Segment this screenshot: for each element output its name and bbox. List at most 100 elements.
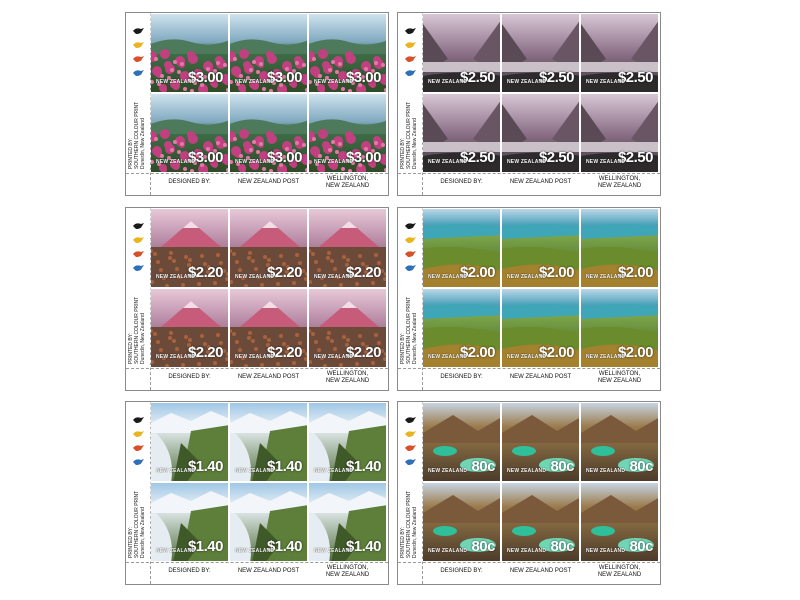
sheet-left-margin: PRINTED BY: SOUTHERN COLOUR PRINT Dunedin,…: [126, 13, 150, 173]
stamp-country: NEW ZEALAND: [586, 548, 626, 554]
kiwi-bird-icon-blue: [132, 458, 145, 466]
stamp-grid: $2.00 NEW ZEALAND $2.00 NEW ZEALAND $2.00 N…: [422, 208, 660, 368]
stamp-country: NEW ZEALAND: [314, 79, 354, 85]
kiwi-bird-icon-black: [404, 222, 417, 230]
stamp: $3.00 NEW ZEALAND: [229, 13, 308, 93]
stamp-image: [230, 289, 307, 367]
stamp-country: NEW ZEALAND: [235, 548, 275, 554]
stamp-value: $3.00: [345, 149, 382, 166]
stamp-country: NEW ZEALAND: [235, 274, 275, 280]
stamp: $2.00 NEW ZEALAND: [422, 288, 501, 368]
designer-name: NEW ZEALAND POST: [237, 568, 300, 574]
stamp-image: [230, 94, 307, 172]
stamp-grid: $2.20 NEW ZEALAND $2.20 NEW ZEALAND $2.20 N…: [150, 208, 388, 368]
sheet-left-margin: PRINTED BY: SOUTHERN COLOUR PRINT Dunedin,…: [398, 208, 422, 368]
stamp: $2.20 NEW ZEALAND: [308, 208, 387, 288]
stamp: 80c NEW ZEALAND: [501, 482, 580, 562]
stamp-image: [230, 14, 307, 92]
stamp-country: NEW ZEALAND: [586, 79, 626, 85]
printer-line: Dunedin, New Zealand: [412, 313, 418, 364]
stamp-value: $3.00: [187, 149, 224, 166]
stamp-image: [581, 289, 658, 367]
stamp-value: 80c: [550, 458, 574, 475]
location-line: WELLINGTON,: [598, 565, 641, 571]
stamp-value: 80c: [471, 458, 495, 475]
kiwi-bird-icon-yellow: [132, 430, 145, 438]
stamp: $1.40 NEW ZEALAND: [308, 482, 387, 562]
stamp-value: $2.50: [459, 149, 496, 166]
stamp-image: [151, 289, 228, 367]
kiwi-bird-icon-red: [132, 250, 145, 258]
kiwi-bird-icon-blue: [132, 69, 145, 77]
printer-imprint: PRINTED BY: SOUTHERN COLOUR PRINT Dunedin,…: [128, 297, 148, 364]
stamp-image: [151, 94, 228, 172]
designer-name: NEW ZEALAND POST: [509, 179, 572, 185]
location-line: NEW ZEALAND: [597, 378, 642, 384]
location-line: WELLINGTON,: [326, 565, 369, 571]
stamp-country: NEW ZEALAND: [507, 274, 547, 280]
kiwi-bird-icon-yellow: [132, 236, 145, 244]
stamp: $1.40 NEW ZEALAND: [150, 402, 229, 482]
stamp-country: NEW ZEALAND: [156, 159, 196, 165]
stamp-country: NEW ZEALAND: [586, 159, 626, 165]
designer-location: WELLINGTON, NEW ZEALAND: [308, 176, 387, 190]
stamp-sheet: PRINTED BY: SOUTHERN COLOUR PRINT Dunedin,…: [397, 401, 661, 585]
stamp-image: [581, 209, 658, 287]
stamp-sheet: PRINTED BY: SOUTHERN COLOUR PRINT Dunedin,…: [125, 12, 389, 196]
stamp-value: $2.00: [538, 344, 575, 361]
kiwi-bird-icon-black: [132, 416, 145, 424]
stamp-country: NEW ZEALAND: [507, 548, 547, 554]
stamp: $3.00 NEW ZEALAND: [150, 13, 229, 93]
stamp: 80c NEW ZEALAND: [422, 402, 501, 482]
stamp-image: [581, 14, 658, 92]
stamp-image: [309, 289, 386, 367]
stamp-country: NEW ZEALAND: [586, 274, 626, 280]
designed-by-label: DESIGNED BY:: [168, 568, 211, 574]
designed-by-label: DESIGNED BY:: [440, 179, 483, 185]
stamp-country: NEW ZEALAND: [586, 468, 626, 474]
sheet-bottom-margin: DESIGNED BY: NEW ZEALAND POST WELLINGTON, N…: [398, 368, 660, 391]
stamp: $2.50 NEW ZEALAND: [422, 93, 501, 173]
sheet-bottom-margin: DESIGNED BY: NEW ZEALAND POST WELLINGTON, N…: [398, 173, 660, 196]
designer-name: NEW ZEALAND POST: [509, 568, 572, 574]
stamp-country: NEW ZEALAND: [507, 354, 547, 360]
stamp-country: NEW ZEALAND: [428, 354, 468, 360]
kiwi-bird-icon-blue: [132, 264, 145, 272]
printer-line: Dunedin, New Zealand: [140, 118, 146, 169]
stamp-grid: $3.00 NEW ZEALAND $3.00 NEW ZEALAND $3.00 N…: [150, 13, 388, 173]
stamp-sheet: PRINTED BY: SOUTHERN COLOUR PRINT Dunedin,…: [397, 207, 661, 391]
stamp-value: $1.40: [345, 458, 382, 475]
stamp-image: [502, 14, 579, 92]
kiwi-bird-icon-red: [404, 444, 417, 452]
stamp-country: NEW ZEALAND: [156, 79, 196, 85]
stamp-image: [423, 14, 500, 92]
stamp-country: NEW ZEALAND: [235, 354, 275, 360]
kiwi-bird-icon-red: [132, 55, 145, 63]
sheet-bottom-margin: DESIGNED BY: NEW ZEALAND POST WELLINGTON, N…: [398, 562, 660, 585]
stamp-image: [581, 403, 658, 481]
stamp-image: [151, 483, 228, 561]
stamp-country: NEW ZEALAND: [428, 548, 468, 554]
stamp-value: $1.40: [187, 538, 224, 555]
designer-location: WELLINGTON, NEW ZEALAND: [580, 371, 659, 385]
stamp-country: NEW ZEALAND: [235, 79, 275, 85]
location-line: WELLINGTON,: [326, 371, 369, 377]
stamp: $2.50 NEW ZEALAND: [580, 93, 659, 173]
stamp-value: $3.00: [266, 149, 303, 166]
stamp-value: $1.40: [266, 538, 303, 555]
kiwi-bird-icon-black: [132, 27, 145, 35]
designed-by-label: DESIGNED BY:: [440, 568, 483, 574]
kiwi-bird-icon-blue: [404, 458, 417, 466]
stamp-image: [230, 209, 307, 287]
stamp-country: NEW ZEALAND: [428, 274, 468, 280]
printer-line: Dunedin, New Zealand: [412, 118, 418, 169]
stamp-value: $1.40: [187, 458, 224, 475]
stamp: $3.00 NEW ZEALAND: [150, 93, 229, 173]
sheet-left-margin: PRINTED BY: SOUTHERN COLOUR PRINT Dunedin,…: [398, 402, 422, 562]
stamp-value: $2.50: [617, 69, 654, 86]
sheet-left-margin: PRINTED BY: SOUTHERN COLOUR PRINT Dunedin,…: [398, 13, 422, 173]
stamp-value: $2.00: [538, 264, 575, 281]
stamp: $2.50 NEW ZEALAND: [501, 13, 580, 93]
stamp-image: [502, 94, 579, 172]
stamp-image: [230, 403, 307, 481]
